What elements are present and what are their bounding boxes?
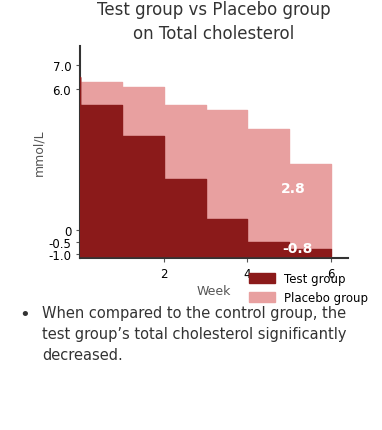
Legend: Test group, Placebo group: Test group, Placebo group: [249, 273, 369, 304]
Text: -0.8: -0.8: [282, 242, 313, 255]
Text: 2.8: 2.8: [281, 181, 306, 196]
X-axis label: Week: Week: [197, 284, 231, 297]
Title: Test group vs Placebo group
on Total cholesterol: Test group vs Placebo group on Total cho…: [97, 1, 331, 43]
Y-axis label: mmol/L: mmol/L: [32, 129, 45, 176]
Text: •: •: [19, 305, 30, 323]
Text: When compared to the control group, the
test group’s total cholesterol significa: When compared to the control group, the …: [42, 305, 346, 362]
